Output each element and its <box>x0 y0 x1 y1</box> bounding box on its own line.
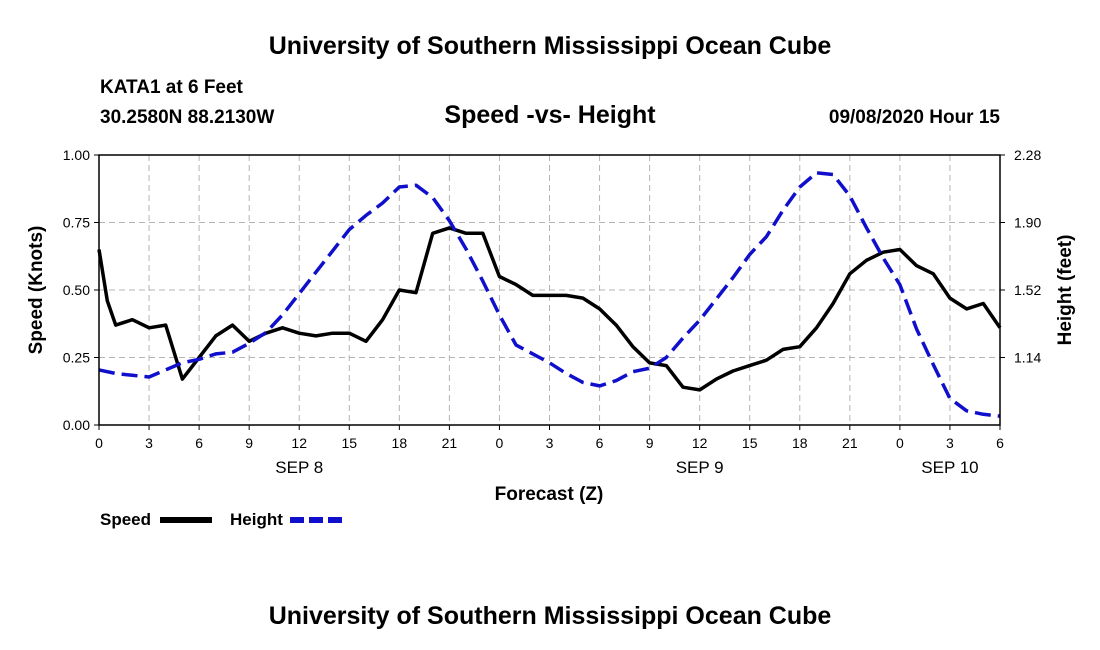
y-right-tick-label: 1.90 <box>1014 215 1041 231</box>
x-tick-label: 21 <box>442 435 458 451</box>
footer-title: University of Southern Mississippi Ocean… <box>268 602 832 630</box>
page-title: University of Southern Mississippi Ocean… <box>268 32 832 60</box>
grid-lines <box>99 155 1000 425</box>
chart-title: Speed -vs- Height <box>444 101 656 129</box>
x-tick-label: 9 <box>646 435 654 451</box>
x-tick-label: 15 <box>742 435 758 451</box>
x-tick-label: 6 <box>996 435 1004 451</box>
legend-label-speed: Speed <box>100 510 151 529</box>
y-tick-label: 0.75 <box>63 215 90 231</box>
station-coords: 30.2580N 88.2130W <box>100 107 275 128</box>
day-label: SEP 8 <box>275 458 323 477</box>
x-axis-label: Forecast (Z) <box>495 484 604 505</box>
x-tick-label: 3 <box>546 435 554 451</box>
x-tick-label: 6 <box>596 435 604 451</box>
day-label: SEP 9 <box>676 458 724 477</box>
axes: 0 3 6 9 12 15 18 21 0 3 6 9 12 15 18 21 0 3 6 0.00 0.25 0.50 0… <box>63 147 1042 477</box>
x-tick-label: 3 <box>145 435 153 451</box>
x-tick-label: 15 <box>341 435 357 451</box>
y-right-tick-label: 1.52 <box>1014 282 1041 298</box>
speed-height-chart: 0 3 6 9 12 15 18 21 0 3 6 9 12 15 18 21 0 3 6 0.00 0.25 0.50 0… <box>26 147 1076 529</box>
x-tick-label: 3 <box>946 435 954 451</box>
y-tick-label: 0.00 <box>63 417 90 433</box>
legend-label-height: Height <box>230 510 283 529</box>
y-tick-label: 0.50 <box>63 282 90 298</box>
y-tick-label: 1.00 <box>63 147 90 163</box>
x-tick-label: 12 <box>291 435 307 451</box>
y-right-axis-label: Height (feet) <box>1055 235 1076 346</box>
x-tick-label: 6 <box>195 435 203 451</box>
y-right-tick-label: 1.14 <box>1014 350 1041 366</box>
speed-series-line <box>97 226 1002 392</box>
x-tick-label: 18 <box>792 435 808 451</box>
y-axis-label: Speed (Knots) <box>26 226 47 355</box>
day-label: SEP 10 <box>921 458 978 477</box>
y-tick-label: 0.25 <box>63 350 90 366</box>
x-tick-label: 21 <box>842 435 858 451</box>
legend: Speed Height <box>100 510 342 529</box>
y-right-tick-label: 2.28 <box>1014 147 1041 163</box>
forecast-date: 09/08/2020 Hour 15 <box>828 107 1000 128</box>
x-tick-label: 12 <box>692 435 708 451</box>
x-tick-label: 9 <box>245 435 253 451</box>
x-tick-label: 18 <box>392 435 408 451</box>
x-tick-label: 0 <box>95 435 103 451</box>
x-tick-label: 0 <box>896 435 904 451</box>
series-lines <box>97 171 1002 418</box>
station-label: KATA1 at 6 Feet <box>100 77 243 98</box>
x-tick-label: 0 <box>496 435 504 451</box>
